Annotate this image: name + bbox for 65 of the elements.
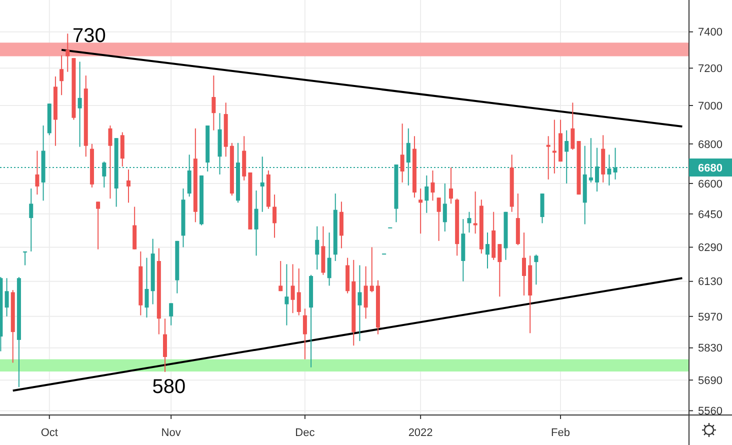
candlestick: [126, 168, 130, 204]
candlestick: [108, 125, 112, 200]
candlestick: [418, 188, 423, 234]
x-tick-label: Nov: [161, 427, 182, 439]
y-tick-label: 7200: [698, 63, 722, 76]
candlestick: [296, 268, 301, 316]
annotation: 730: [72, 24, 106, 47]
candlestick: [339, 201, 344, 249]
candlestick: [570, 102, 575, 150]
candlestick: [540, 193, 544, 224]
candlestick: [327, 232, 332, 286]
candlestick: [290, 264, 295, 314]
candlestick: [486, 232, 490, 269]
candlestick: [370, 246, 374, 293]
candlestick: [212, 75, 216, 131]
candlestick: [120, 132, 124, 168]
candlestick: [35, 150, 40, 196]
candlestick: [29, 188, 34, 252]
candlestick: [144, 257, 149, 318]
x-tick-label: Oct: [40, 427, 58, 439]
candlestick: [546, 136, 550, 180]
y-tick-label: 6600: [698, 178, 722, 190]
candlestick: [169, 302, 174, 326]
candlestick: [448, 167, 453, 204]
candlestick: [60, 54, 64, 96]
candlestick: [302, 308, 307, 360]
candlestick: [4, 278, 9, 317]
candlestick: [23, 250, 28, 266]
ref-line-label: 6680: [698, 162, 722, 174]
candlestick: [467, 211, 472, 234]
candlestick: [473, 191, 478, 234]
candlestick: [315, 226, 320, 270]
y-tick-label: 7000: [698, 100, 722, 112]
y-tick-label: 5560: [698, 406, 722, 418]
y-tick-label: 5690: [698, 374, 722, 387]
annotation: 580: [152, 376, 186, 398]
candlestick: [364, 266, 368, 320]
candlestick: [96, 201, 100, 250]
candlestick: [552, 119, 556, 174]
y-tick-label: 5830: [698, 342, 722, 355]
candlestick: [162, 318, 167, 372]
candlestick: [358, 264, 362, 342]
candlestick: [522, 232, 526, 296]
y-tick-label: 5970: [698, 311, 722, 324]
candlestick: [272, 194, 277, 238]
y-tick-label: 6450: [698, 208, 722, 221]
candlestick: [498, 244, 502, 298]
candlestick: [424, 174, 429, 214]
candlestick: [284, 264, 289, 326]
y-tick-label: 6800: [698, 138, 722, 151]
y-tick-label: 6290: [698, 242, 722, 254]
candlestick: [278, 260, 283, 292]
candlestick: [66, 33, 70, 72]
candlestick: [430, 170, 435, 202]
candlestick: [534, 254, 538, 286]
candlestick: [78, 61, 82, 148]
y-tick-label: 7400: [698, 26, 722, 39]
candlestick: [254, 190, 258, 256]
y-tick-label: 6130: [698, 276, 722, 288]
x-tick-label: Dec: [295, 427, 316, 439]
candlestick: [436, 197, 441, 242]
x-tick-label: Feb: [551, 427, 570, 439]
candlestick: [400, 123, 404, 183]
x-tick-label: 2022: [408, 427, 433, 439]
candlestick: [442, 182, 447, 232]
